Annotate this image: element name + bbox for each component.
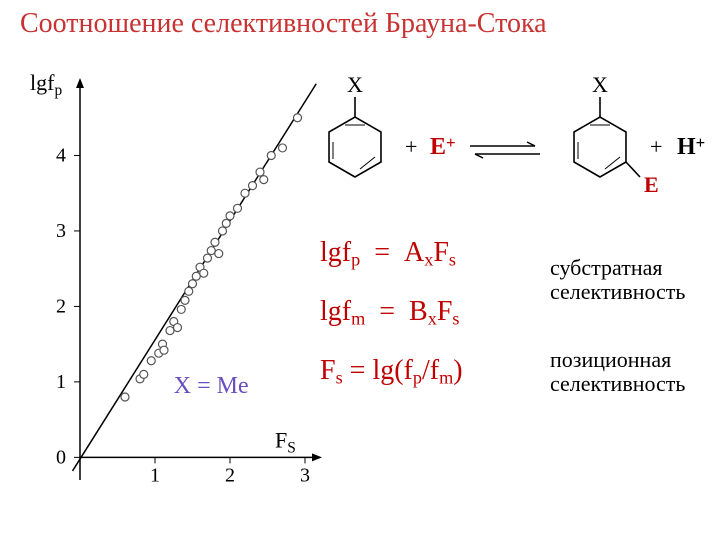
title-text: Соотношение селективностей Брауна-Стока (20, 8, 547, 39)
eq-row-3: Fs = lg(fp/fm) позиционная селективность (320, 348, 710, 396)
svg-text:4: 4 (56, 144, 66, 166)
svg-text:2: 2 (56, 295, 66, 317)
equation-fs: Fs = lg(fp/fm) (320, 355, 550, 389)
svg-text:lgfp: lgfp (30, 70, 62, 99)
note-text: селективность (550, 279, 685, 304)
svg-text:X = Me: X = Me (174, 373, 249, 399)
note-text: селективность (550, 371, 685, 396)
svg-text:3: 3 (300, 464, 310, 486)
svg-text:3: 3 (56, 220, 66, 242)
svg-text:1: 1 (56, 371, 66, 393)
equation-lgfm: lgfm = BxFs (320, 296, 550, 330)
eq-row-1: lgfp = AxFs субстратная селективность (320, 230, 710, 278)
svg-text:+: + (650, 134, 662, 159)
scatter-chart: 0 1 2 3 4 1 2 3 lgfp FS X = Me (10, 60, 340, 530)
reaction-scheme: X+E+XE+H+ (300, 62, 720, 212)
equation-lgfp: lgfp = AxFs (320, 237, 550, 271)
note-text: позиционная (550, 347, 671, 372)
svg-text:1: 1 (150, 464, 160, 486)
svg-text:FS: FS (275, 427, 296, 456)
svg-text:2: 2 (225, 464, 235, 486)
note-position: позиционная селективность (550, 348, 685, 396)
svg-text:+: + (405, 134, 417, 159)
svg-text:H+: H+ (677, 133, 705, 160)
page-title: Соотношение селективностей Брауна-Стока (20, 8, 547, 40)
equations-block: lgfp = AxFs субстратная селективность lg… (320, 230, 710, 414)
svg-text:E: E (644, 172, 659, 197)
note-substrate: субстратная селективность (550, 256, 685, 304)
svg-text:E+: E+ (430, 133, 456, 160)
svg-text:X: X (347, 72, 363, 97)
note-text: субстратная (550, 255, 663, 280)
svg-text:0: 0 (56, 446, 66, 468)
svg-text:X: X (592, 72, 608, 97)
